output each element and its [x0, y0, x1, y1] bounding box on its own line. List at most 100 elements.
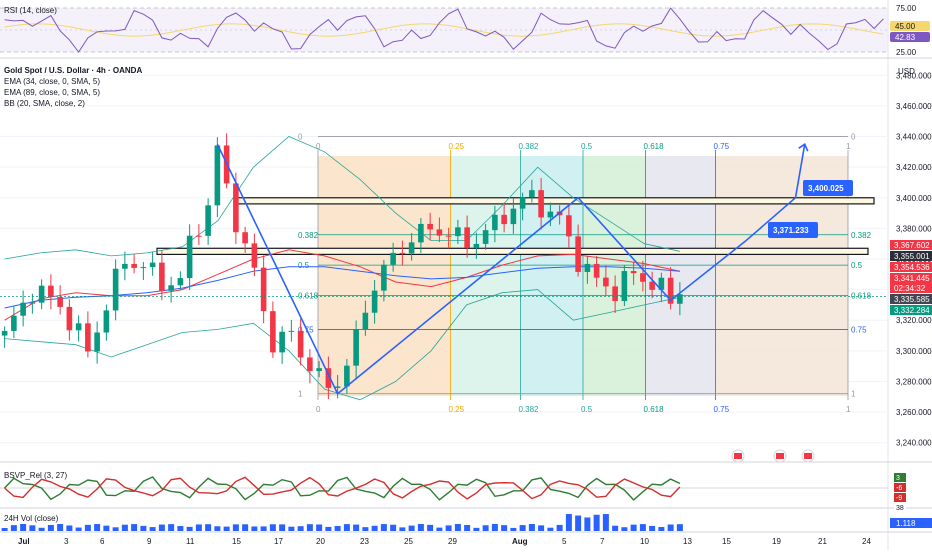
candle-body: [242, 232, 248, 244]
candle-body: [279, 331, 285, 353]
rsi-band: [0, 8, 888, 52]
candle-body: [575, 236, 581, 272]
price-badge-2: 3,354.536: [894, 263, 930, 272]
candle-body: [371, 290, 378, 313]
fib-zone-3: [583, 156, 646, 396]
fib-bottom-label-6: 1: [846, 405, 851, 414]
time-label-1: 3: [64, 537, 69, 546]
vol-bar: [1, 528, 8, 531]
fib-bottom-label-0: 0: [316, 405, 321, 414]
target-badge-1: 3,400.025: [808, 184, 844, 193]
candle-body: [122, 263, 128, 269]
currency-label[interactable]: USD: [898, 67, 915, 76]
price-tick-9: 3,300.000: [896, 347, 932, 356]
vol-bar: [279, 524, 286, 531]
time-label-10: 29: [448, 537, 457, 546]
candle-body: [566, 215, 572, 237]
price-badge-6: 3,332.284: [894, 306, 930, 315]
vol-bar: [288, 526, 295, 531]
vol-bar: [417, 524, 424, 531]
study-ema34: EMA (34, close, 0, SMA, 5): [4, 77, 101, 86]
candle-body: [251, 243, 258, 268]
fib-right-label-6: 1: [851, 390, 856, 399]
vol-bar: [380, 524, 387, 531]
time-label-4: 11: [186, 537, 195, 546]
candle-body: [140, 267, 147, 269]
rsi-ma-badge-bg: [890, 21, 930, 31]
vol-bar: [464, 525, 471, 531]
time-label-13: 7: [600, 537, 605, 546]
candle-body: [649, 281, 655, 290]
candle-body: [325, 368, 332, 388]
fib-left-label-0: 0: [298, 133, 303, 142]
fib-zone-1: [450, 156, 521, 396]
time-label-12: 5: [562, 537, 567, 546]
vol-bar: [519, 525, 526, 531]
candle-body: [353, 329, 359, 366]
vol-bar: [94, 524, 101, 531]
candle-body: [612, 286, 618, 302]
rsi-tick-75: 75.00: [896, 4, 917, 13]
vol-bar: [602, 514, 609, 531]
vol-bar: [251, 526, 258, 531]
candle-body: [381, 264, 387, 291]
fib-bottom-label-3: 0.5: [581, 405, 593, 414]
main-legend: Gold Spot / U.S. Dollar · 4h · OANDA EMA…: [4, 65, 142, 109]
fib-top-label-2: 0.382: [518, 142, 539, 151]
candle-body: [658, 277, 665, 290]
candle-body: [38, 285, 45, 303]
candle-body: [112, 268, 119, 311]
target-badge-0: 3,371.233: [773, 226, 809, 235]
candle-body: [260, 267, 267, 312]
vol-bar: [362, 527, 369, 531]
vol-bar: [29, 525, 36, 531]
vol-bar: [223, 526, 230, 531]
bsvp-badge-bg-2: [894, 493, 906, 502]
candle-body: [621, 271, 628, 302]
price-badge-bg-2: [890, 262, 932, 272]
candle-body: [334, 386, 341, 388]
candle-body: [584, 263, 591, 272]
price-badge-bg-4: [890, 283, 932, 293]
candle-body: [159, 262, 165, 291]
candle-body: [510, 208, 517, 225]
price-badge-bg-5: [890, 294, 932, 304]
time-label-5: 15: [232, 537, 241, 546]
fib-right-label-4: 0.618: [851, 291, 872, 300]
vol-bar: [649, 525, 656, 531]
price-badge-bg-3: [890, 273, 932, 283]
bsvp-badge-1: -6: [896, 485, 902, 492]
vol-bar: [473, 527, 480, 531]
vol-bar: [399, 527, 406, 531]
fib-left-label-3: 0.5: [298, 261, 310, 270]
price-tick-5: 3,380.000: [896, 224, 932, 233]
vol-bar: [454, 524, 461, 531]
price-tick-10: 3,280.000: [896, 377, 932, 386]
candle-body: [547, 211, 554, 218]
candle-body: [270, 311, 276, 353]
candle-body: [519, 197, 526, 209]
time-label-3: 9: [147, 537, 152, 546]
fib-left-label-4: 0.618: [298, 291, 319, 300]
price-badge-bg-1: [890, 251, 932, 261]
price-tick-8: 3,320.000: [896, 316, 932, 325]
candle-body: [492, 214, 498, 231]
candle-body: [205, 205, 211, 236]
candle-body: [149, 262, 156, 268]
candle-body: [186, 235, 193, 279]
time-label-2: 6: [100, 537, 105, 546]
vol-bar: [621, 527, 628, 531]
candle-body: [75, 323, 82, 331]
vol-bar: [491, 524, 498, 531]
vol-bar: [325, 526, 332, 531]
vol-bar: [676, 524, 683, 531]
vol-bar: [612, 525, 619, 531]
vol-bar: [390, 524, 397, 531]
rsi-badge: 42.83: [895, 33, 916, 42]
bsvp-title: BSVP_Rel (3, 27): [4, 471, 68, 480]
candle-body: [1, 330, 8, 336]
vol-badge: 1.118: [896, 519, 916, 528]
rsi-badge-bg: [890, 32, 930, 42]
rsi-title: RSI (14, close): [4, 6, 57, 15]
projection-path: [216, 143, 806, 395]
